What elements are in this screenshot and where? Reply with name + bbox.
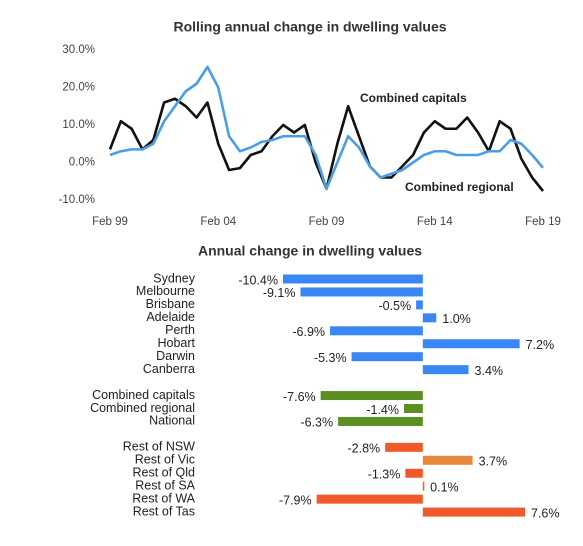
value-label: -5.3%	[314, 351, 347, 365]
category-label: Combined capitals	[92, 388, 195, 402]
bar	[283, 274, 423, 284]
category-label: Canberra	[143, 362, 195, 376]
bar	[405, 468, 423, 478]
category-label: Adelaide	[146, 310, 195, 324]
value-label: -1.3%	[368, 468, 401, 482]
bar	[316, 494, 423, 504]
value-label: -6.3%	[300, 416, 333, 430]
bar	[385, 442, 423, 452]
series-label: Combined regional	[405, 180, 514, 194]
category-label: Rest of Qld	[132, 466, 195, 480]
category-label: Rest of Tas	[133, 504, 195, 518]
series-line	[109, 65, 544, 191]
series-line	[108, 97, 545, 192]
chart-title: Rolling annual change in dwelling values	[173, 19, 446, 35]
category-label: Rest of NSW	[123, 440, 195, 454]
series-label: Combined capitals	[360, 91, 467, 105]
bar	[422, 455, 473, 465]
value-label: 7.2%	[526, 338, 555, 352]
value-label: -10.4%	[238, 273, 278, 287]
value-label: 3.7%	[479, 455, 508, 469]
category-label: Brisbane	[146, 297, 195, 311]
bar	[330, 326, 423, 336]
bar	[422, 481, 425, 491]
bar	[404, 404, 423, 413]
bar	[416, 300, 423, 310]
chart-title: Annual change in dwelling values	[198, 243, 422, 259]
bar	[300, 287, 423, 297]
x-tick-label: Feb 19	[525, 216, 561, 228]
x-tick-label: Feb 99	[92, 216, 128, 228]
category-label: National	[149, 414, 195, 428]
value-label: -7.6%	[283, 390, 316, 404]
bar	[422, 507, 525, 517]
category-label: Hobart	[157, 336, 195, 350]
y-tick-label: -10.0%	[59, 194, 95, 206]
value-label: -9.1%	[263, 286, 296, 300]
category-label: Sydney	[153, 271, 195, 285]
bar	[338, 416, 423, 426]
y-tick-label: 0.0%	[69, 157, 95, 169]
value-label: -0.5%	[378, 299, 411, 313]
category-label: Rest of WA	[132, 491, 195, 505]
value-label: -7.9%	[279, 493, 312, 507]
bar	[422, 339, 520, 349]
bar	[320, 391, 423, 401]
value-label: -2.8%	[348, 442, 381, 456]
y-tick-label: 10.0%	[62, 119, 95, 131]
value-label: -6.9%	[292, 325, 325, 339]
value-label: 0.1%	[430, 480, 459, 494]
value-label: 1.0%	[442, 312, 471, 326]
category-label: Combined regional	[90, 401, 195, 415]
bar	[422, 365, 469, 375]
y-tick-label: 30.0%	[62, 44, 95, 56]
bar	[422, 313, 437, 323]
category-label: Rest of Vic	[135, 453, 195, 467]
category-label: Melbourne	[136, 284, 195, 298]
category-label: Perth	[165, 323, 195, 337]
value-label: 7.6%	[531, 506, 560, 520]
category-label: Darwin	[156, 349, 195, 363]
value-label: 3.4%	[475, 364, 504, 378]
category-label: Rest of SA	[135, 478, 195, 492]
x-tick-label: Feb 09	[309, 216, 345, 228]
x-tick-label: Feb 04	[200, 216, 236, 228]
value-label: -1.4%	[366, 403, 399, 417]
y-tick-label: 20.0%	[62, 82, 95, 94]
bar	[351, 352, 423, 362]
x-tick-label: Feb 14	[417, 216, 453, 228]
